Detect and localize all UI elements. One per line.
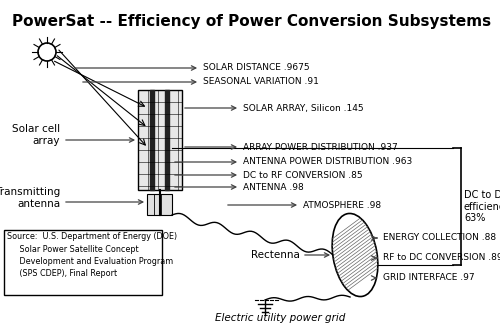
Text: Electric utility power grid: Electric utility power grid — [215, 313, 345, 323]
Text: Solar cell
array: Solar cell array — [12, 124, 60, 146]
Bar — [147, 194, 172, 215]
Ellipse shape — [332, 214, 378, 296]
Text: SOLAR DISTANCE .9675: SOLAR DISTANCE .9675 — [203, 63, 310, 72]
Text: ATMOSPHERE .98: ATMOSPHERE .98 — [303, 200, 381, 210]
Text: PowerSat -- Efficiency of Power Conversion Subsystems: PowerSat -- Efficiency of Power Conversi… — [12, 14, 492, 29]
Bar — [4, 230, 162, 295]
Text: Source:  U.S. Department of Energy (DOE)
     Solar Power Satellite Concept
    : Source: U.S. Department of Energy (DOE) … — [7, 232, 177, 279]
Text: ANTENNA .98: ANTENNA .98 — [243, 183, 304, 191]
Text: RF to DC CONVERSION .89: RF to DC CONVERSION .89 — [383, 254, 500, 263]
Text: GRID INTERFACE .97: GRID INTERFACE .97 — [383, 273, 474, 283]
Text: ENERGY COLLECTION .88: ENERGY COLLECTION .88 — [383, 234, 496, 242]
Text: SOLAR ARRAY, Silicon .145: SOLAR ARRAY, Silicon .145 — [243, 104, 364, 113]
Text: DC to DC
efficiency
63%: DC to DC efficiency 63% — [464, 190, 500, 223]
Text: DC to RF CONVERSION .85: DC to RF CONVERSION .85 — [243, 170, 362, 180]
Bar — [138, 90, 182, 190]
Text: ANTENNA POWER DISTRIBUTION .963: ANTENNA POWER DISTRIBUTION .963 — [243, 158, 412, 166]
Text: Transmitting
antenna: Transmitting antenna — [0, 187, 60, 209]
Text: Rectenna: Rectenna — [251, 250, 300, 260]
Text: ARRAY POWER DISTRIBUTION .937: ARRAY POWER DISTRIBUTION .937 — [243, 142, 398, 151]
Text: SEASONAL VARIATION .91: SEASONAL VARIATION .91 — [203, 78, 319, 87]
